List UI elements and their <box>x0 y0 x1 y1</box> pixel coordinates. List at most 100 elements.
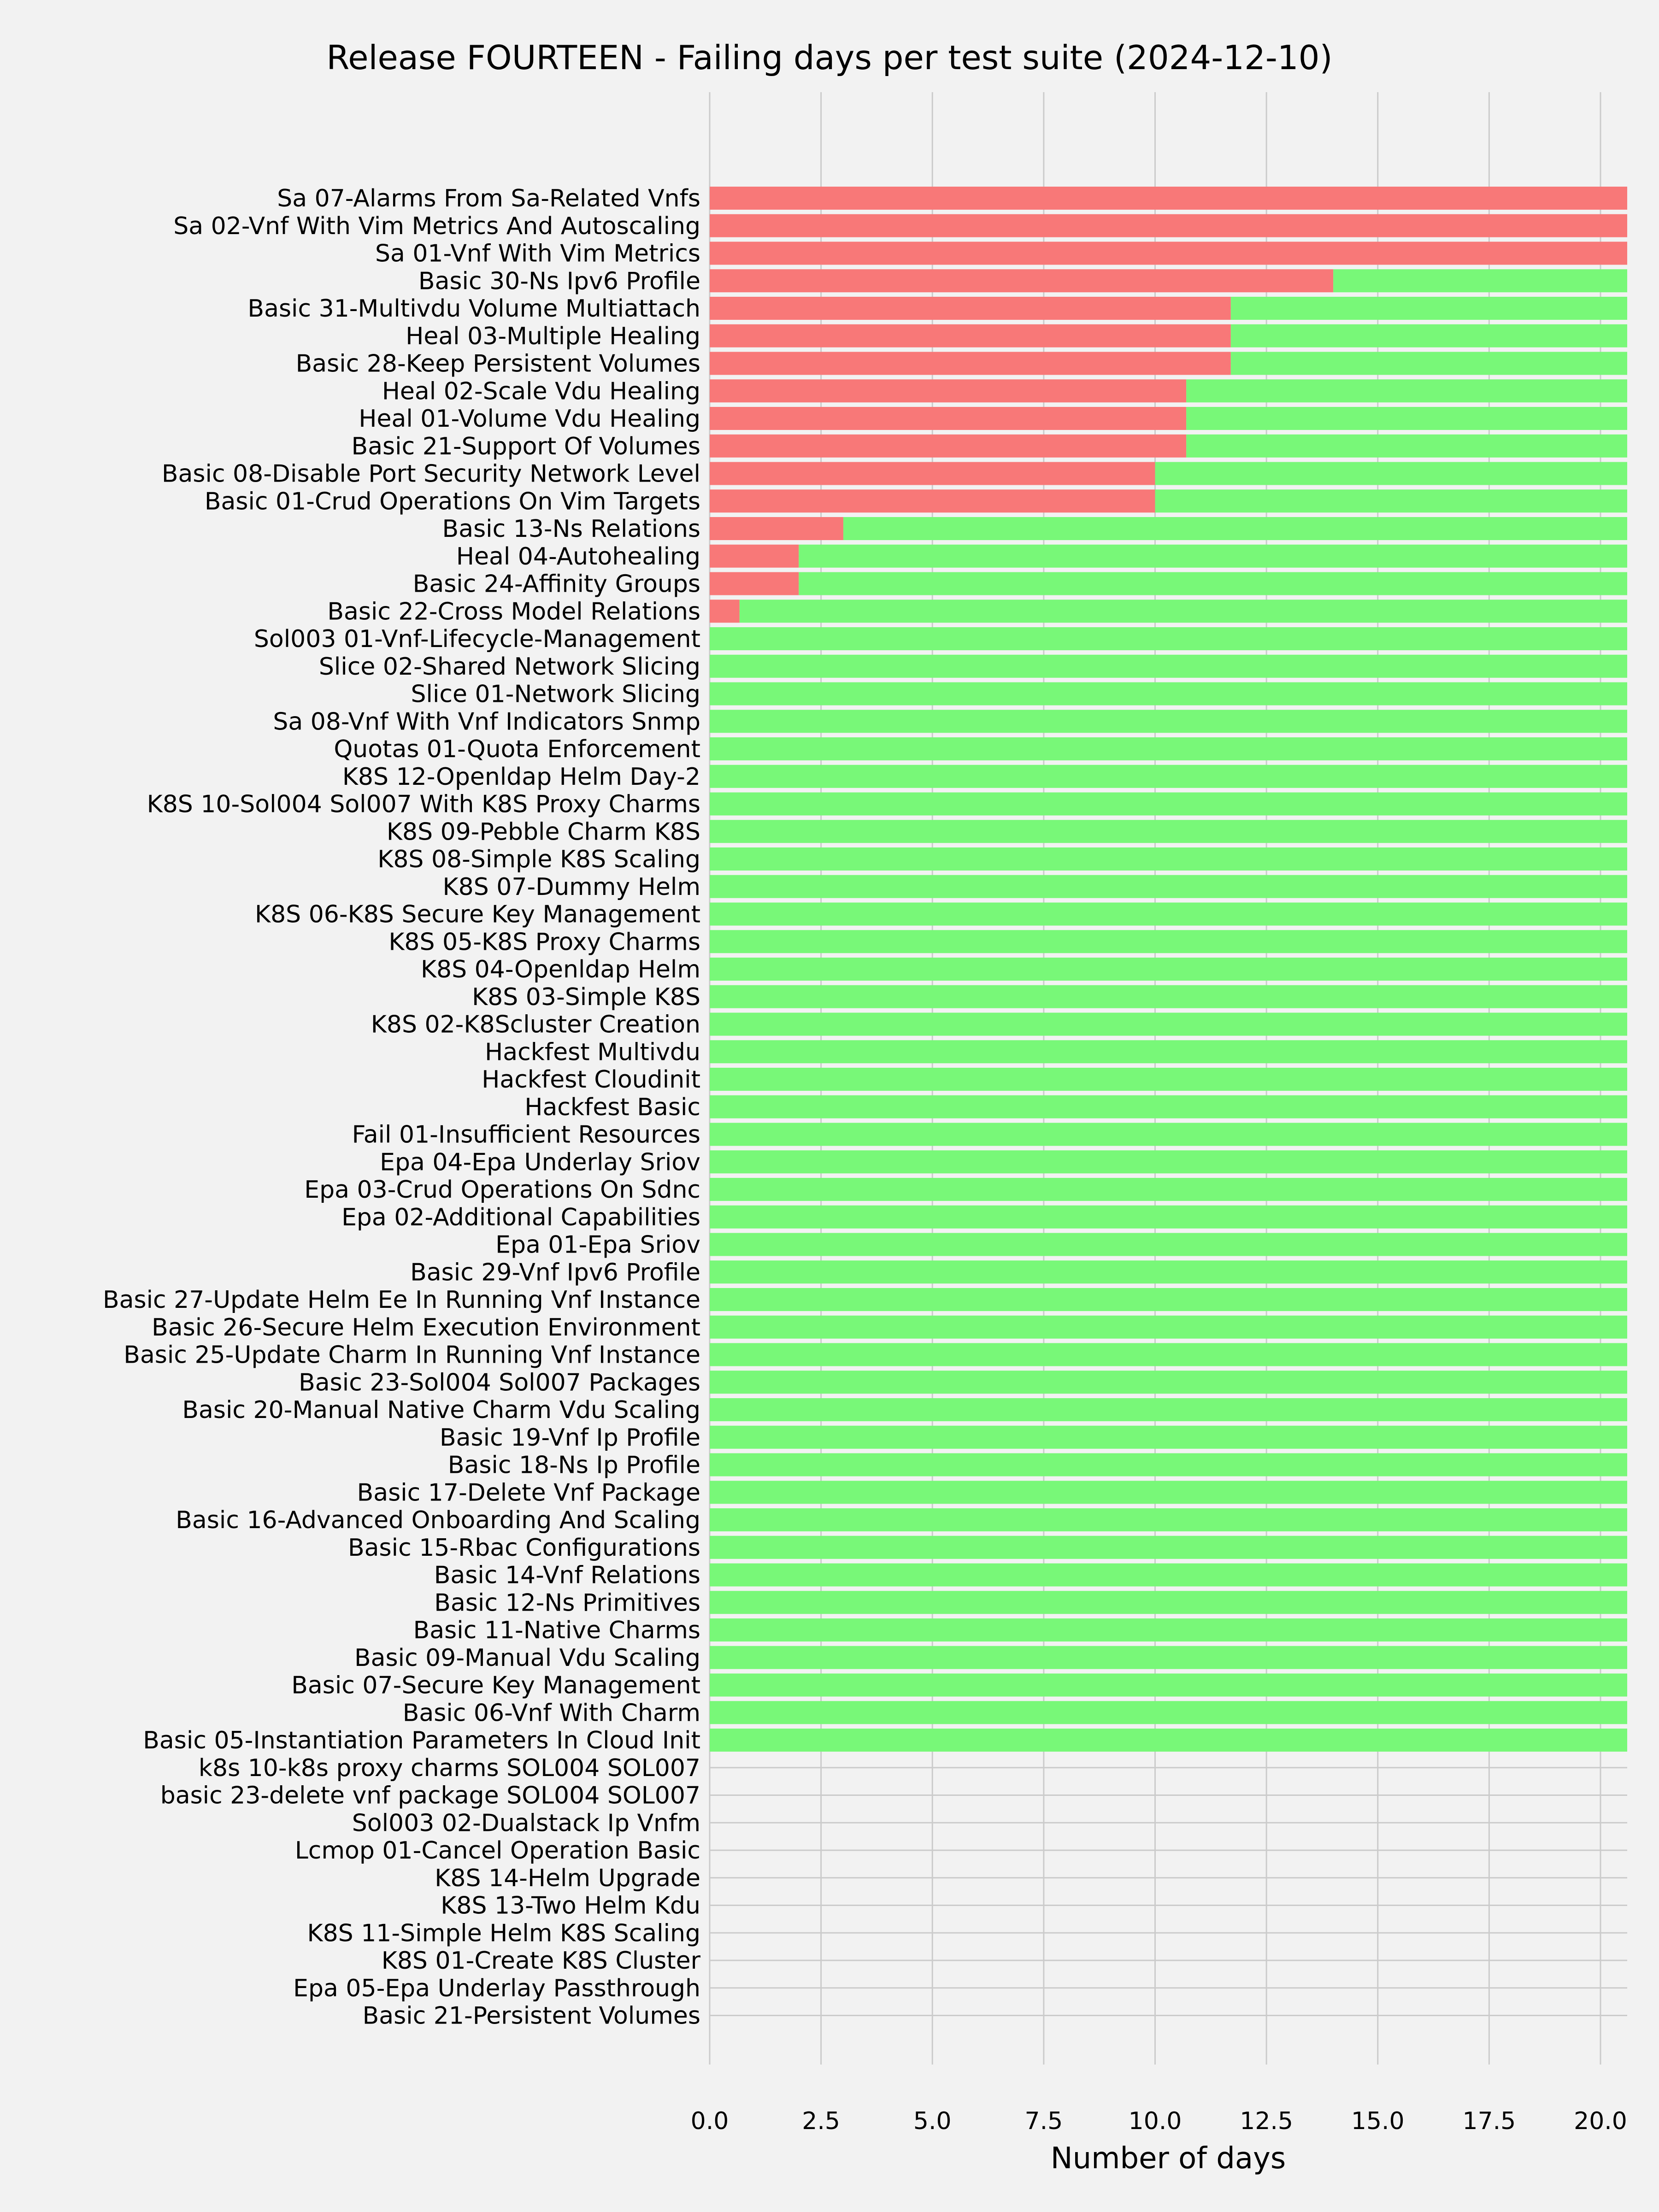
category-label: Basic 12-Ns Primitives <box>434 1589 700 1617</box>
category-label: Slice 01-Network Slicing <box>411 681 701 708</box>
bar-passing <box>1155 489 1627 513</box>
category-label: Basic 15-Rbac Configurations <box>348 1534 700 1562</box>
category-label: Basic 17-Delete Vnf Package <box>357 1479 700 1506</box>
bar-passing <box>710 1040 1627 1064</box>
category-label: K8S 11-Simple Helm K8S Scaling <box>307 1919 700 1947</box>
bar-passing <box>710 1729 1627 1752</box>
category-label: K8S 14-Helm Upgrade <box>435 1865 700 1892</box>
category-label: Basic 28-Keep Persistent Volumes <box>296 350 700 378</box>
bar-passing <box>710 1508 1627 1531</box>
category-label: Quotas 01-Quota Enforcement <box>334 735 700 763</box>
category-label: Fail 01-Insufficient Resources <box>352 1121 700 1149</box>
category-label: Heal 01-Volume Vdu Healing <box>359 405 700 433</box>
category-label: Basic 24-Affinity Groups <box>413 571 700 598</box>
bar-passing <box>710 1425 1627 1449</box>
bar-passing <box>1230 297 1627 320</box>
bar-passing <box>1230 352 1627 375</box>
bar-passing <box>710 1481 1627 1504</box>
bar-failing <box>710 324 1231 347</box>
bar-passing <box>710 1591 1627 1614</box>
bar-passing <box>710 1178 1627 1201</box>
bar-passing <box>710 792 1627 816</box>
category-label: Basic 21-Persistent Volumes <box>363 2002 700 2030</box>
category-label: Basic 09-Manual Vdu Scaling <box>354 1644 700 1672</box>
bar-passing <box>710 1315 1627 1339</box>
bar-passing <box>710 985 1627 1008</box>
category-label: K8S 07-Dummy Helm <box>443 873 700 901</box>
bar-passing <box>710 1095 1627 1118</box>
category-label: Epa 02-Additional Capabilities <box>341 1204 700 1231</box>
category-label: k8s 10-k8s proxy charms SOL004 SOL007 <box>199 1754 700 1782</box>
bar-failing <box>710 214 1627 237</box>
x-tick-labels: 0.0 2.5 5.0 7.5 10.0 12.5 15.0 17.5 20.0 <box>691 2107 1627 2135</box>
bar-passing <box>710 1673 1627 1697</box>
category-label: Basic 20-Manual Native Charm Vdu Scaling <box>182 1396 700 1424</box>
category-label: Sol003 02-Dualstack Ip Vnfm <box>352 1809 700 1837</box>
category-label: Epa 05-Epa Underlay Passthrough <box>293 1975 700 2002</box>
category-label: Sa 08-Vnf With Vnf Indicators Snmp <box>273 708 700 735</box>
category-label: K8S 13-Two Helm Kdu <box>441 1892 700 1920</box>
category-label: Basic 07-Secure Key Management <box>291 1672 700 1700</box>
bar-passing <box>710 737 1627 760</box>
category-label: Heal 03-Multiple Healing <box>406 323 700 350</box>
category-label: Lcmop 01-Cancel Operation Basic <box>295 1837 700 1865</box>
bar-failing <box>710 572 799 595</box>
bar-passing <box>710 1453 1627 1477</box>
bar-passing <box>1186 434 1627 458</box>
category-label: Epa 03-Crud Operations On Sdnc <box>304 1176 700 1204</box>
bar-failing <box>710 407 1187 430</box>
bar-passing <box>1186 379 1627 403</box>
x-axis-label: Number of days <box>1051 2141 1286 2176</box>
bar-passing <box>710 1150 1627 1174</box>
bar-passing <box>710 1563 1627 1587</box>
bar-passing <box>710 930 1627 953</box>
category-label: Hackfest Cloudinit <box>482 1066 700 1094</box>
bar-passing <box>710 875 1627 898</box>
category-label: Heal 04-Autohealing <box>456 543 700 571</box>
bars <box>710 187 1627 1752</box>
category-label: Sa 01-Vnf With Vim Metrics <box>375 240 700 268</box>
bar-failing <box>710 241 1627 265</box>
x-tick-label: 5.0 <box>913 2107 952 2135</box>
category-label: K8S 10-Sol004 Sol007 With K8S Proxy Char… <box>147 791 700 818</box>
category-label: Basic 19-Vnf Ip Profile <box>440 1424 700 1452</box>
x-tick-label: 2.5 <box>802 2107 840 2135</box>
category-label: Basic 21-Support Of Volumes <box>352 433 700 460</box>
category-label: K8S 03-Simple K8S <box>472 983 700 1011</box>
category-label: basic 23-delete vnf package SOL004 SOL00… <box>160 1782 700 1810</box>
x-tick-label: 15.0 <box>1351 2107 1405 2135</box>
bar-failing <box>710 517 843 540</box>
bar-passing <box>710 1398 1627 1421</box>
category-label: Epa 04-Epa Underlay Sriov <box>380 1148 700 1176</box>
category-label: Basic 06-Vnf With Charm <box>403 1699 700 1727</box>
category-label: Basic 30-Ns Ipv6 Profile <box>418 267 700 295</box>
bar-passing <box>710 1535 1627 1559</box>
x-tick-label: 12.5 <box>1240 2107 1293 2135</box>
category-label: Basic 16-Advanced Onboarding And Scaling <box>176 1506 700 1534</box>
chart-title: Release FOURTEEN - Failing days per test… <box>326 38 1332 77</box>
category-label: Slice 02-Shared Network Slicing <box>319 653 700 681</box>
bar-failing <box>710 544 799 568</box>
category-label: Basic 29-Vnf Ipv6 Profile <box>410 1259 700 1286</box>
bar-passing <box>710 958 1627 981</box>
bar-passing <box>710 1343 1627 1366</box>
category-label: Basic 25-Update Charm In Running Vnf Ins… <box>124 1341 700 1369</box>
category-label: K8S 04-Openldap Helm <box>421 956 700 983</box>
bar-passing <box>710 1371 1627 1394</box>
category-label: Basic 01-Crud Operations On Vim Targets <box>205 488 700 515</box>
category-label: Basic 14-Vnf Relations <box>434 1562 700 1589</box>
category-label: Basic 18-Ns Ip Profile <box>448 1452 700 1479</box>
category-label: K8S 06-K8S Secure Key Management <box>255 901 700 929</box>
category-label: K8S 09-Pebble Charm K8S <box>387 818 700 846</box>
category-label: Basic 13-Ns Relations <box>442 515 700 543</box>
category-label: Hackfest Multivdu <box>485 1038 700 1066</box>
bar-passing <box>710 682 1627 706</box>
category-label: Basic 22-Cross Model Relations <box>327 598 700 625</box>
category-label: K8S 05-K8S Proxy Charms <box>388 928 700 956</box>
category-label: Basic 23-Sol004 Sol007 Packages <box>299 1369 700 1396</box>
category-label: Basic 08-Disable Port Security Network L… <box>162 460 700 488</box>
category-label: K8S 12-Openldap Helm Day-2 <box>342 763 700 791</box>
